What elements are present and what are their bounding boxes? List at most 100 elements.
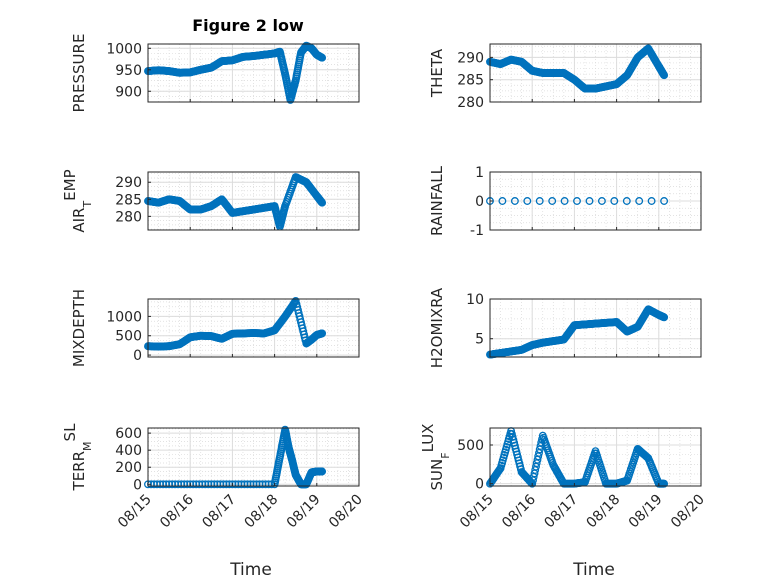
axes-box (147, 298, 360, 358)
y-axis-label: AIRTEMP (61, 169, 94, 232)
y-axis-label: RAINFALL (428, 165, 446, 236)
data-point (510, 197, 519, 205)
data-point (660, 479, 669, 488)
data-point (585, 197, 594, 205)
x-tick-label: 08/19 (626, 492, 666, 532)
y-tick-label: 280 (115, 209, 142, 225)
x-tick-label: 08/19 (284, 492, 324, 532)
x-tick-label: 08/17 (541, 492, 581, 532)
data-point (498, 197, 507, 205)
data-point (660, 313, 669, 322)
y-axis-label-main: THETA (428, 48, 446, 98)
y-tick-label: 5 (475, 332, 484, 348)
x-tick-label: 08/20 (668, 492, 708, 532)
subplot-8: 0 500 08/15 08/16 08/17 08/18 08/19 08/20 SUNFLU… (419, 424, 708, 532)
y-axis-label: SUNFLUX (419, 424, 452, 491)
data-point (573, 197, 581, 205)
y-axis-label-rest: LUX (419, 424, 437, 453)
axes-box (489, 43, 702, 103)
y-tick-label: 1000 (106, 41, 142, 57)
y-tick-label: -1 (470, 223, 484, 239)
y-tick-label: 600 (115, 426, 142, 442)
data-point (318, 467, 327, 476)
data-point (660, 197, 669, 205)
x-axis-label-left: Time (229, 560, 272, 580)
data-point (560, 197, 569, 205)
y-tick-label: 0 (133, 348, 142, 364)
y-tick-label: 400 (115, 443, 142, 459)
data-point (635, 197, 644, 205)
y-axis-label-main: PRESSURE (70, 34, 88, 113)
axes-box (147, 43, 360, 103)
data-point (597, 197, 606, 205)
subplot-2: 280 285 290 THETA (428, 43, 702, 111)
axes-box (147, 427, 360, 487)
y-tick-label: 200 (115, 460, 142, 476)
data-point (610, 197, 619, 205)
y-tick-label: 0 (133, 477, 142, 493)
plot-area (148, 428, 359, 486)
data-point (647, 197, 656, 205)
y-tick-label: 950 (115, 63, 142, 79)
y-axis-label-rest: EMP (61, 169, 79, 200)
data-point (495, 466, 503, 475)
plot-area (148, 299, 359, 357)
x-tick-label: 08/18 (242, 492, 282, 532)
subplot-6: 5 10 H2OMIXRA (428, 287, 702, 368)
x-tick-label: 08/17 (199, 492, 239, 532)
data-point (318, 329, 327, 338)
y-tick-label: 500 (457, 438, 484, 454)
axes-box (147, 171, 360, 231)
y-tick-label: 0 (475, 194, 484, 210)
y-tick-label: 280 (457, 95, 484, 111)
x-axis-label-right: Time (572, 560, 615, 580)
y-tick-label: 0 (475, 477, 484, 493)
plot-area (490, 44, 701, 102)
y-tick-label: 290 (457, 50, 484, 66)
y-axis-label-rest: SL (61, 423, 79, 442)
y-tick-label: 285 (457, 73, 484, 89)
subplot-1: 900 950 1000 PRESSURE (70, 34, 360, 113)
x-tick-label: 08/20 (326, 492, 366, 532)
y-tick-label: 285 (115, 192, 142, 208)
y-tick-label: 900 (115, 84, 142, 100)
data-point (548, 197, 557, 205)
y-axis-label-sub: M (81, 441, 94, 451)
y-axis-label-main: MIXDEPTH (70, 289, 88, 367)
figure-title: Figure 2 low (192, 16, 304, 35)
y-axis-label-main: SUN (428, 459, 446, 491)
subplot-4: -1 0 1 RAINFALL (428, 165, 702, 239)
y-axis-label-sub: T (81, 201, 94, 209)
y-tick-label: 500 (115, 329, 142, 345)
y-axis-label: H2OMIXRA (428, 287, 446, 368)
x-tick-label: 08/16 (499, 491, 539, 531)
axes-box (489, 427, 702, 487)
y-axis-label-main: RAINFALL (428, 165, 446, 236)
y-tick-label: 290 (115, 175, 142, 191)
y-tick-label: 1 (475, 165, 484, 181)
y-axis-label: THETA (428, 48, 446, 98)
y-axis-label: PRESSURE (70, 34, 88, 113)
y-axis-label-sub: F (439, 452, 452, 458)
y-axis-label-main: TERR (70, 451, 88, 492)
data-point (318, 53, 327, 62)
data-point (535, 197, 544, 205)
x-tick-label: 08/18 (584, 492, 624, 532)
subplot-5: 0 500 1000 MIXDEPTH (70, 289, 360, 367)
data-point (622, 197, 631, 205)
data-point (660, 71, 669, 80)
y-tick-label: 1000 (106, 309, 142, 325)
y-tick-label: 10 (466, 292, 484, 308)
y-axis-label: MIXDEPTH (70, 289, 88, 367)
y-axis-label: TERRMSL (61, 423, 94, 492)
data-point (318, 198, 327, 207)
y-axis-label-main: AIR (70, 208, 88, 233)
axes-box (489, 298, 702, 358)
x-tick-label: 08/15 (115, 492, 155, 532)
data-point (523, 197, 532, 205)
